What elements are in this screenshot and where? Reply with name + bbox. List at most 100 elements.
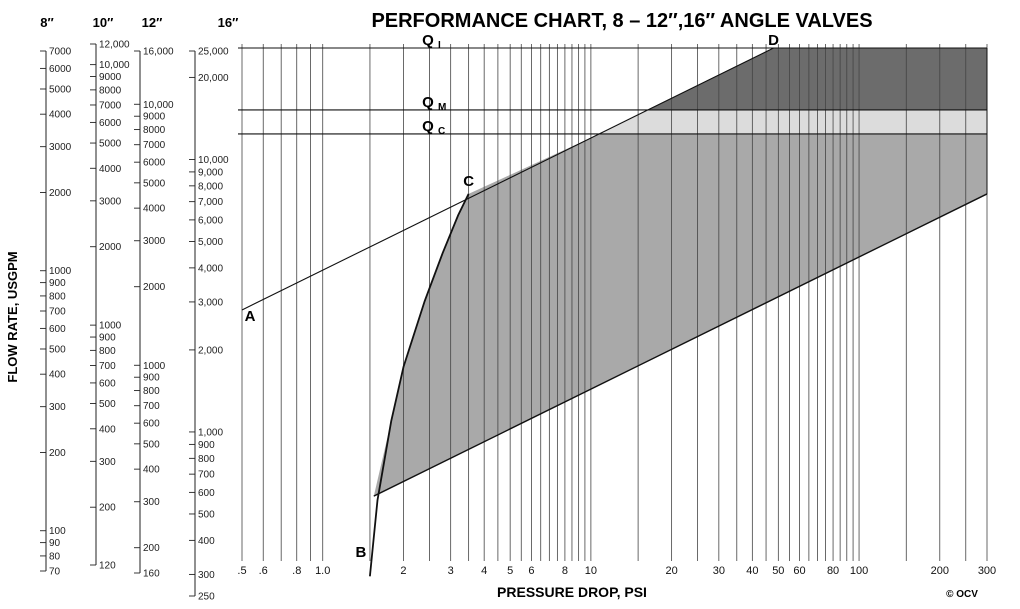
scale-tick-label: 6000 <box>49 64 72 75</box>
flow-label-qi: Q <box>422 32 434 49</box>
scale-tick-label: 9,000 <box>198 167 223 178</box>
scale-tick-label: 250 <box>198 592 215 603</box>
x-tick-label: 50 <box>772 565 784 577</box>
scale-tick-label: 160 <box>143 569 160 580</box>
scale-tick-label: 2000 <box>99 242 122 253</box>
scale-tick-label: 600 <box>49 324 66 335</box>
scale-tick-label: 4000 <box>99 164 122 175</box>
scale-tick-label: 400 <box>99 424 116 435</box>
point-label-a: A <box>245 308 256 325</box>
scale-tick-label: 1,000 <box>198 427 223 438</box>
x-tick-label: 5 <box>507 565 513 577</box>
flow-label-qc-sub: C <box>438 126 445 137</box>
x-tick-label: 6 <box>528 565 534 577</box>
region-qm-qc <box>599 109 987 134</box>
scale-tick-label: 600 <box>143 419 160 430</box>
x-tick-label: .8 <box>292 565 301 577</box>
scale-tick-label: 6,000 <box>198 215 223 226</box>
x-axis-label: PRESSURE DROP, PSI <box>497 584 647 600</box>
x-tick-label: 3 <box>448 565 454 577</box>
scale-tick-label: 200 <box>99 503 116 514</box>
x-tick-label: 60 <box>793 565 805 577</box>
x-tick-label: 10 <box>585 565 597 577</box>
scale-tick-label: 300 <box>99 457 116 468</box>
scale-tick-label: 7,000 <box>198 197 223 208</box>
scale-header: 16″ <box>218 15 239 30</box>
x-tick-label: .5 <box>237 565 246 577</box>
scale-tick-label: 800 <box>198 454 215 465</box>
flow-label-qm: Q <box>422 94 434 111</box>
scale-tick-label: 500 <box>143 439 160 450</box>
scale-tick-label: 300 <box>49 402 66 413</box>
scale-tick-label: 6000 <box>143 158 166 169</box>
scale-tick-label: 100 <box>49 526 66 537</box>
scale-tick-label: 4000 <box>143 204 166 215</box>
scale-tick-label: 1000 <box>143 361 166 372</box>
x-tick-label: 2 <box>400 565 406 577</box>
scale-header: 12″ <box>142 15 163 30</box>
scale-tick-label: 8,000 <box>198 181 223 192</box>
scale-tick-label: 2000 <box>143 282 166 293</box>
scale-tick-label: 400 <box>143 465 160 476</box>
x-tick-label: .6 <box>259 565 268 577</box>
scale-tick-label: 20,000 <box>198 73 229 84</box>
scale-tick-label: 9000 <box>99 72 122 83</box>
x-tick-label: 30 <box>713 565 725 577</box>
flow-label-qc: Q <box>422 118 434 135</box>
x-tick-label: 80 <box>827 565 839 577</box>
line-a-to-d <box>241 47 774 311</box>
scale-tick-label: 700 <box>143 401 160 412</box>
scale-tick-label: 4,000 <box>198 263 223 274</box>
scale-tick-label: 10,000 <box>143 100 174 111</box>
scale-tick-label: 900 <box>143 373 160 384</box>
scale-tick-label: 7000 <box>49 47 72 58</box>
scale-tick-label: 400 <box>49 370 66 381</box>
scale-tick-label: 5,000 <box>198 237 223 248</box>
lower-bound-line <box>373 193 988 497</box>
scale-tick-label: 300 <box>143 497 160 508</box>
flow-label-qi-sub: I <box>438 40 441 51</box>
scale-tick-label: 5000 <box>143 178 166 189</box>
scale-tick-label: 5000 <box>49 84 72 95</box>
scale-header: 10″ <box>93 15 114 30</box>
scale-tick-label: 700 <box>99 361 116 372</box>
scale-tick-label: 800 <box>143 386 160 397</box>
x-tick-label: 300 <box>978 565 996 577</box>
x-tick-label: 200 <box>931 565 949 577</box>
scale-tick-label: 12,000 <box>99 40 130 51</box>
scale-tick-label: 900 <box>99 333 116 344</box>
scale-tick-label: 3,000 <box>198 297 223 308</box>
scale-tick-label: 500 <box>99 399 116 410</box>
scale-tick-label: 3000 <box>49 142 72 153</box>
scale-tick-label: 4000 <box>49 110 72 121</box>
scale-tick-label: 900 <box>49 278 66 289</box>
operating-region <box>373 134 987 497</box>
point-label-b: B <box>356 544 367 561</box>
plot-area <box>238 44 988 577</box>
scale-tick-label: 1000 <box>99 321 122 332</box>
scale-tick-label: 200 <box>143 543 160 554</box>
copyright-text: © OCV <box>946 589 978 600</box>
x-tick-label: 20 <box>665 565 677 577</box>
flow-rate-scales: 8″70006000500040003000200010009008007006… <box>40 15 238 603</box>
scale-tick-label: 10,000 <box>99 60 130 71</box>
x-axis: .5 .6 .8 1.0 2 3 4 5 6 8 10 20 30 40 50 60 80 100 200 300 <box>237 565 996 577</box>
flow-label-qm-sub: M <box>438 102 446 113</box>
scale-tick-label: 70 <box>49 567 61 578</box>
scale-tick-label: 600 <box>99 378 116 389</box>
scale-tick-label: 2,000 <box>198 345 223 356</box>
curve-b-to-c <box>369 193 470 577</box>
scale-header: 8″ <box>40 15 53 30</box>
x-tick-label: 40 <box>746 565 758 577</box>
scale-tick-label: 200 <box>49 448 66 459</box>
scale-tick-label: 10,000 <box>198 155 229 166</box>
scale-tick-label: 800 <box>99 346 116 357</box>
point-label-d: D <box>768 32 779 49</box>
x-tick-label: 1.0 <box>315 565 330 577</box>
scale-tick-label: 800 <box>49 291 66 302</box>
scale-tick-label: 600 <box>198 488 215 499</box>
scale-tick-label: 7000 <box>143 140 166 151</box>
scale-tick-label: 8000 <box>99 85 122 96</box>
